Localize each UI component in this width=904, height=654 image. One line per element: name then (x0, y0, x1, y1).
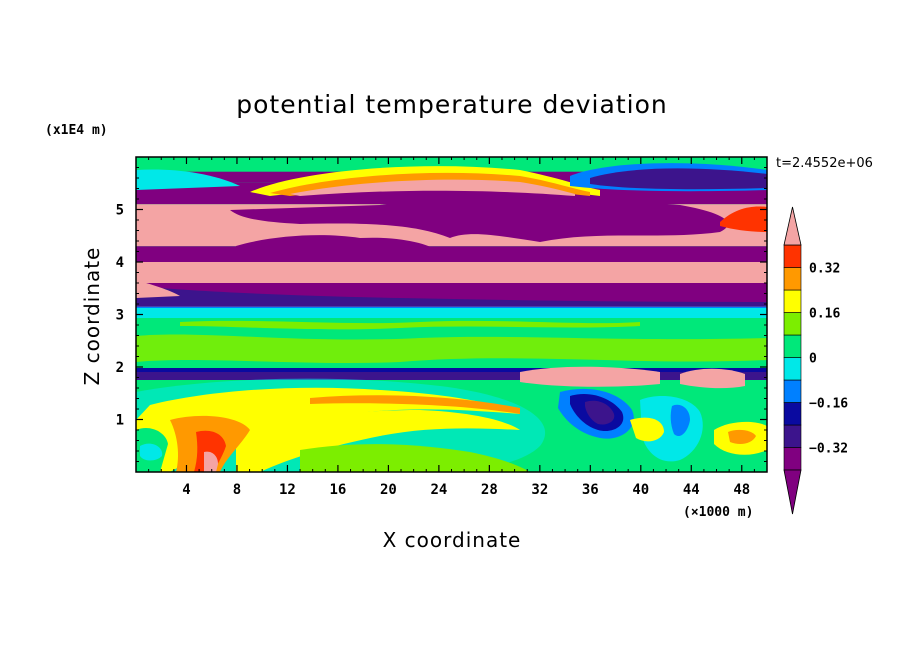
contour-band-4 (136, 246, 767, 262)
colorbar-segment (783, 244, 802, 268)
warm-bumps-right (520, 366, 660, 387)
y-tick-label: 3 (116, 308, 124, 324)
lower-orange-blob-right (728, 429, 756, 444)
top-cold-blob-core (590, 168, 767, 190)
thin-yellow-streaks (180, 320, 640, 330)
contour-features (136, 163, 767, 472)
lower-yellow-band-mid (310, 395, 520, 414)
x-tick-label: 8 (233, 482, 241, 498)
x-tick-label: 20 (380, 482, 397, 498)
x-axis-title: X coordinate (383, 528, 522, 552)
mid-lightgreen-patch (136, 334, 767, 363)
y-tick-label: 4 (116, 255, 124, 271)
lower-red-core (194, 430, 226, 472)
y-tick-label: 5 (116, 203, 124, 219)
colorbar-segment (783, 402, 802, 426)
right-warm-edge (720, 206, 767, 232)
colorbar-segment (783, 447, 802, 471)
x-tick-label: 16 (329, 482, 346, 498)
thin-cyan-band (136, 308, 767, 318)
x-tick-label: 28 (481, 482, 498, 498)
y-axis-ticks: 1 2 3 4 5 (116, 167, 767, 462)
x-tick-label: 48 (733, 482, 750, 498)
lower-pink-core (204, 451, 218, 472)
lower-blue-streak (670, 404, 690, 437)
lower-yellow-swirl (136, 387, 520, 472)
chart-title: potential temperature deviation (236, 90, 667, 119)
colorbar-label: −0.16 (809, 397, 848, 412)
upper-purple-lens-2 (236, 235, 440, 254)
plot-area (136, 157, 767, 472)
x-unit-label: (×1000 m) (683, 505, 753, 520)
x-tick-label: 36 (582, 482, 599, 498)
top-warm-arc-pink (290, 179, 575, 196)
y-unit-label: (x1E4 m) (45, 123, 108, 138)
x-tick-label: 40 (632, 482, 649, 498)
cold-strip-z185 (136, 370, 767, 380)
colorbar-extend-low (783, 469, 802, 515)
colorbar-segment (783, 267, 802, 291)
contour-band-5 (136, 262, 767, 283)
time-label: t=2.4552e+06 (776, 156, 873, 171)
x-tick-label: 4 (182, 482, 190, 498)
lower-cyan-dot-left (140, 443, 163, 461)
colorbar-segment (783, 357, 802, 381)
x-tick-label: 32 (531, 482, 548, 498)
x-axis-ticks: 4 8 12 16 20 24 28 32 36 40 44 48 (148, 157, 755, 498)
upper-purple-lens (230, 197, 728, 242)
colorbar-label: 0 (809, 352, 817, 367)
colorbar-label: −0.32 (809, 442, 848, 457)
colorbar-label: 0.16 (809, 307, 840, 322)
lower-yellow-swirl-2 (236, 410, 520, 472)
colorbar-segment (783, 379, 802, 403)
colorbar: 0.32 0.16 0 −0.16 −0.32 (783, 206, 848, 515)
colorbar-segment (783, 289, 802, 313)
y-axis-title: Z coordinate (80, 247, 104, 386)
x-tick-label: 24 (430, 482, 447, 498)
pink-fingers-left (136, 280, 180, 298)
x-tick-label: 44 (683, 482, 700, 498)
y-tick-label: 2 (116, 360, 124, 376)
lower-yellow-blob-center (630, 417, 664, 442)
y-tick-label: 1 (116, 413, 124, 429)
lower-navy-eddy-core (585, 400, 615, 425)
mid-cold-strip (136, 286, 767, 306)
warm-bumps-right-2 (680, 368, 745, 389)
cold-strip-blue (136, 368, 767, 372)
lower-yellow-right (300, 444, 530, 472)
colorbar-segment (783, 312, 802, 336)
colorbar-segment (783, 334, 802, 358)
colorbar-segment (783, 424, 802, 448)
colorbar-label: 0.32 (809, 262, 840, 277)
top-left-cyan (136, 169, 240, 190)
colorbar-extend-high (783, 206, 802, 246)
x-tick-label: 12 (279, 482, 296, 498)
